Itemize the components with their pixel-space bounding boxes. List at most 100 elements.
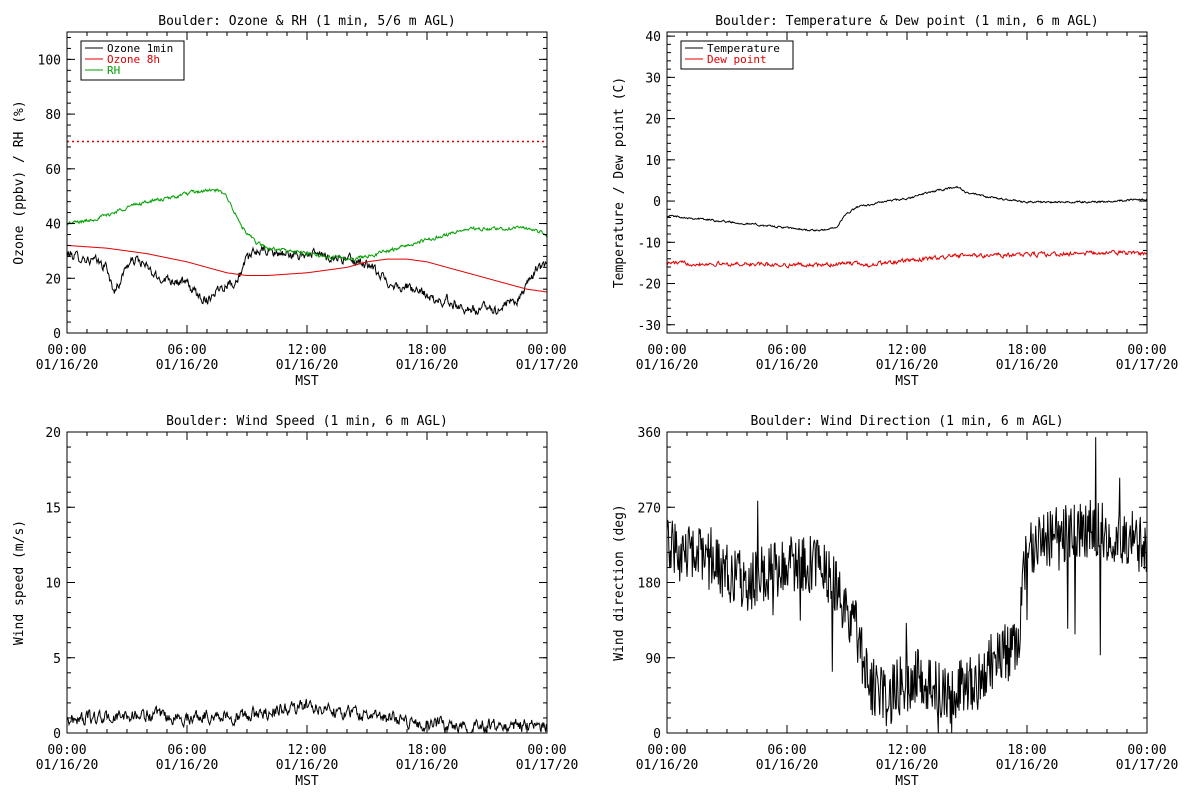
x-tick-label-date: 01/16/20 [36,358,99,373]
x-axis-label: MST [895,374,919,389]
chart-title: Boulder: Wind Direction (1 min, 6 m AGL) [750,414,1063,429]
panel-wind-direction: Boulder: Wind Direction (1 min, 6 m AGL)… [612,414,1178,789]
y-tick-label: 0 [53,727,61,742]
y-tick-label: -20 [638,278,661,293]
x-tick-label-date: 01/17/20 [1116,758,1179,773]
chart-title: Boulder: Wind Speed (1 min, 6 m AGL) [166,414,448,429]
x-tick-label-time: 00:00 [1127,343,1166,358]
y-tick-label: 180 [638,577,661,592]
x-tick-label-time: 18:00 [407,343,446,358]
series-line-ozone-8h [67,244,547,293]
y-tick-label: 15 [45,501,61,516]
legend-entry: RH [107,64,120,77]
y-tick-label: 360 [638,426,661,441]
x-tick-label-time: 12:00 [287,743,326,758]
x-tick-label-date: 01/16/20 [156,358,219,373]
y-tick-label: 40 [45,218,61,233]
y-tick-label: 20 [45,272,61,287]
x-tick-label-time: 18:00 [1007,743,1046,758]
chart-title: Boulder: Ozone & RH (1 min, 5/6 m AGL) [158,14,455,29]
y-tick-label: 0 [653,195,661,210]
y-tick-label: 100 [38,53,61,68]
x-tick-label-time: 12:00 [887,343,926,358]
y-tick-label: 60 [45,163,61,178]
x-tick-label-date: 01/16/20 [996,758,1059,773]
y-tick-label: 0 [653,727,661,742]
legend-entry: Ozone 8h [107,53,160,66]
x-tick-label-date: 01/16/20 [756,358,819,373]
y-tick-label: 0 [53,327,61,342]
x-tick-label-time: 12:00 [287,343,326,358]
legend-entry: Temperature [707,42,780,55]
y-axis-label: Wind direction (deg) [612,504,627,661]
x-tick-label-date: 01/16/20 [876,758,939,773]
plot-area [67,140,547,316]
x-tick-label-date: 01/17/20 [516,758,579,773]
x-tick-label-time: 18:00 [1007,343,1046,358]
x-tick-label-date: 01/16/20 [876,358,939,373]
x-tick-label-time: 00:00 [47,743,86,758]
x-tick-label-date: 01/16/20 [636,758,699,773]
x-tick-label-time: 00:00 [527,343,566,358]
x-tick-label-time: 12:00 [887,743,926,758]
plot-area [667,185,1147,269]
legend-entry: Dew point [707,53,767,66]
x-tick-label-date: 01/16/20 [276,358,339,373]
series-line-main [667,437,1147,733]
x-tick-label-time: 06:00 [767,743,806,758]
x-tick-label-time: 00:00 [47,343,86,358]
plot-frame [666,31,1148,334]
x-tick-label-time: 00:00 [527,743,566,758]
y-axis-label: Ozone (ppbv) / RH (%) [12,100,27,264]
series-line-dew-point [667,249,1147,269]
y-tick-label: 90 [645,652,661,667]
plot-frame [66,431,548,734]
series-line-rh [67,188,547,262]
x-tick-label-date: 01/16/20 [636,358,699,373]
x-tick-label-time: 18:00 [407,743,446,758]
panel-ozone-rh: Boulder: Ozone & RH (1 min, 5/6 m AGL) 0 2… [12,14,578,389]
x-axis-label: MST [295,374,319,389]
series-line-temperature [667,185,1147,232]
y-axis-label: Temperature / Dew point (C) [612,77,627,288]
x-tick-label-time: 00:00 [1127,743,1166,758]
y-tick-label: 30 [645,71,661,86]
legend-box [680,40,794,70]
chart-title: Boulder: Temperature & Dew point (1 min,… [715,14,1099,29]
x-tick-label-time: 06:00 [167,743,206,758]
x-tick-label-date: 01/16/20 [396,358,459,373]
y-tick-label: 80 [45,108,61,123]
x-tick-label-date: 01/16/20 [996,358,1059,373]
y-tick-label: 5 [53,652,61,667]
y-axis-label: Wind speed (m/s) [12,520,27,645]
x-tick-label-time: 06:00 [767,343,806,358]
y-tick-label: 270 [638,501,661,516]
x-tick-label-time: 06:00 [167,343,206,358]
x-tick-label-date: 01/16/20 [756,758,819,773]
x-tick-label-date: 01/17/20 [1116,358,1179,373]
panel-temperature-dew-point: Boulder: Temperature & Dew point (1 min,… [612,14,1178,389]
x-tick-label-date: 01/16/20 [156,758,219,773]
y-tick-label: 20 [645,113,661,128]
y-tick-label: -30 [638,319,661,334]
plot-area [667,437,1147,733]
y-tick-label: 10 [45,577,61,592]
y-tick-label: 40 [645,30,661,45]
x-tick-label-time: 00:00 [647,743,686,758]
x-axis-label: MST [895,774,919,789]
legend-entry: Ozone 1min [107,42,173,55]
x-tick-label-date: 01/16/20 [276,758,339,773]
y-tick-label: 20 [45,426,61,441]
x-tick-label-date: 01/16/20 [396,758,459,773]
x-axis-label: MST [295,774,319,789]
panel-wind-speed: Boulder: Wind Speed (1 min, 6 m AGL) 0 5 10… [12,414,578,789]
x-tick-label-date: 01/17/20 [516,358,579,373]
y-tick-label: -10 [638,236,661,251]
x-tick-label-date: 01/16/20 [36,758,99,773]
y-tick-label: 10 [645,154,661,169]
x-tick-label-time: 00:00 [647,343,686,358]
series-line-ozone-1min [67,245,547,316]
